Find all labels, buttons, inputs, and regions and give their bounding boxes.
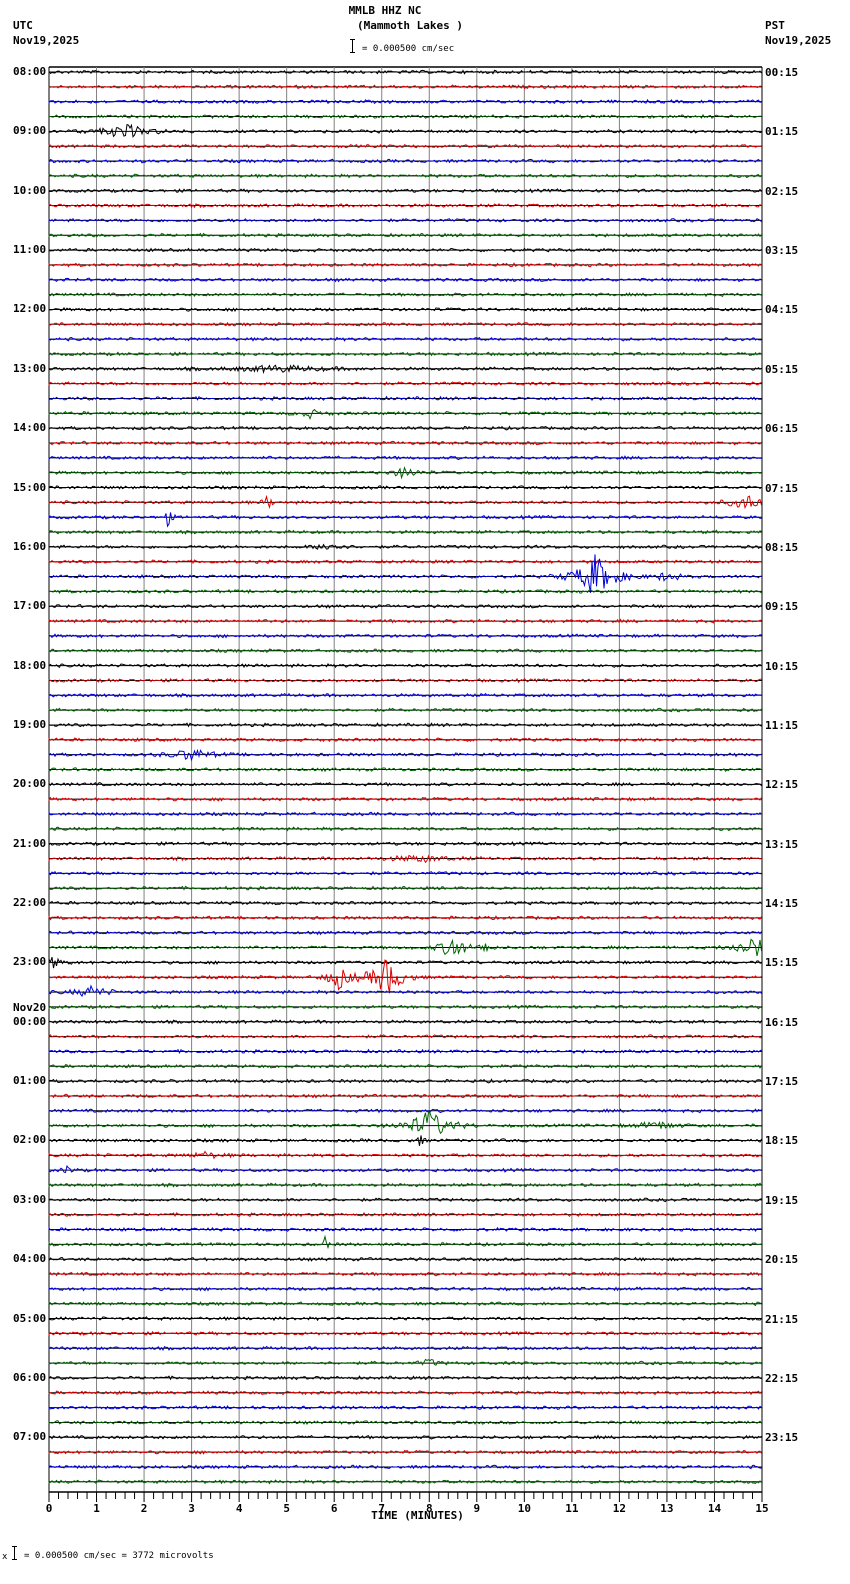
x-tick-label: 12: [613, 1502, 626, 1515]
utc-hour-label: 03:00: [13, 1192, 47, 1206]
utc-hour-label: 07:00: [13, 1430, 47, 1444]
x-tick-label: 11: [565, 1502, 579, 1515]
pst-hour-label: 03:15: [765, 244, 799, 258]
pst-hour-label: 18:15: [765, 1134, 799, 1148]
footer-scale-bar-icon: [12, 1546, 17, 1560]
utc-hour-label: 12:00: [13, 302, 47, 316]
x-tick-label: 1: [93, 1502, 100, 1515]
scale-bar-icon: [350, 39, 355, 53]
utc-hour-label: 09:00: [13, 124, 47, 138]
pst-hour-label: 20:15: [765, 1253, 799, 1267]
x-tick-label: 9: [473, 1502, 480, 1515]
utc-hour-label: 13:00: [13, 361, 47, 375]
utc-hour-label: 22:00: [13, 896, 47, 910]
pst-hour-label: 08:15: [765, 540, 799, 554]
x-tick-label: 15: [755, 1502, 768, 1515]
footer-scale-text: = 0.000500 cm/sec = 3772 microvolts: [24, 1551, 214, 1561]
left-date: Nov19,2025: [13, 34, 80, 47]
pst-hour-label: 16:15: [765, 1015, 799, 1029]
x-tick-label: 8: [426, 1502, 433, 1515]
pst-hour-label: 00:15: [765, 66, 799, 79]
utc-hour-label: 20:00: [13, 777, 47, 791]
x-tick-label: 5: [283, 1502, 290, 1515]
pst-hour-label: 02:15: [765, 184, 799, 198]
pst-hour-label: 21:15: [765, 1312, 799, 1326]
utc-hour-label: 14:00: [13, 421, 47, 435]
x-tick-label: 2: [141, 1502, 148, 1515]
pst-hour-label: 19:15: [765, 1193, 799, 1207]
utc-hour-label: 02:00: [13, 1133, 47, 1147]
utc-hour-label: 08:00: [13, 65, 47, 78]
pst-hour-label: 07:15: [765, 481, 799, 495]
utc-hour-label: 18:00: [13, 658, 47, 672]
scale-text: = 0.000500 cm/sec: [362, 44, 455, 54]
x-tick-label: 0: [46, 1502, 53, 1515]
x-tick-label: 6: [331, 1502, 338, 1515]
pst-hour-label: 11:15: [765, 718, 799, 732]
utc-hour-label: 06:00: [13, 1370, 47, 1384]
utc-hour-label: 23:00: [13, 955, 47, 969]
pst-hour-label: 04:15: [765, 303, 799, 317]
x-tick-label: 3: [188, 1502, 195, 1515]
x-tick-label: 13: [660, 1502, 673, 1515]
pst-hour-label: 09:15: [765, 600, 799, 614]
pst-hour-label: 22:15: [765, 1371, 799, 1385]
pst-hour-label: 13:15: [765, 837, 799, 851]
x-tick-label: 14: [708, 1502, 722, 1515]
utc-hour-label: 01:00: [13, 1074, 47, 1088]
utc-hour-label: 05:00: [13, 1311, 47, 1325]
utc-hour-label: 21:00: [13, 836, 47, 850]
utc-hour-label: 10:00: [13, 183, 47, 197]
pst-hour-label: 06:15: [765, 422, 799, 436]
utc-hour-label: 19:00: [13, 717, 47, 731]
pst-hour-label: 15:15: [765, 956, 799, 970]
utc-hour-label: 16:00: [13, 539, 47, 553]
pst-hour-label: 17:15: [765, 1075, 799, 1089]
right-timezone: PST: [765, 19, 785, 32]
station-title: MMLB HHZ NC: [348, 4, 422, 17]
utc-hour-label: 11:00: [13, 243, 47, 257]
x-tick-label: 7: [378, 1502, 385, 1515]
pst-hour-label: 10:15: [765, 659, 799, 673]
x-tick-label: 4: [236, 1502, 243, 1515]
utc-hour-label: 15:00: [13, 480, 47, 494]
x-axis-label: TIME (MINUTES): [371, 1509, 464, 1522]
utc-hour-label: 04:00: [13, 1252, 47, 1266]
footer-prefix: x: [2, 1552, 8, 1562]
utc-date-change-label: Nov20: [13, 1000, 47, 1014]
right-date: Nov19,2025: [765, 34, 832, 47]
pst-hour-label: 01:15: [765, 125, 799, 139]
x-tick-label: 10: [518, 1502, 531, 1515]
utc-hour-label: 00:00: [13, 1014, 47, 1028]
pst-hour-label: 12:15: [765, 778, 799, 792]
station-location: (Mammoth Lakes ): [357, 19, 463, 32]
pst-hour-label: 23:15: [765, 1431, 799, 1445]
left-timezone: UTC: [13, 19, 33, 32]
utc-hour-label: 17:00: [13, 599, 47, 613]
pst-hour-label: 05:15: [765, 362, 799, 376]
pst-hour-label: 14:15: [765, 897, 799, 911]
